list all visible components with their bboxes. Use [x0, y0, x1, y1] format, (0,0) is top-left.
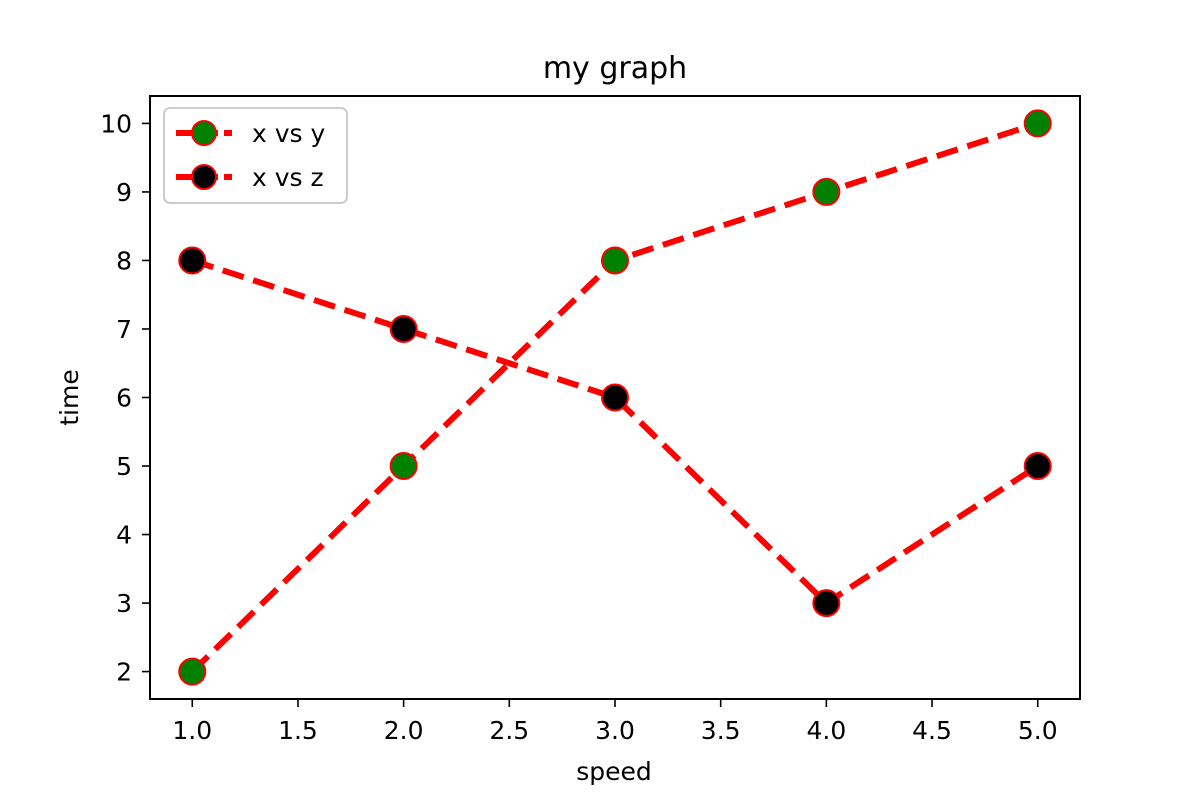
series-layer: [178, 109, 1052, 686]
y-tick-label: 10: [100, 109, 132, 138]
y-tick-label: 8: [116, 246, 132, 275]
series-2-point: [389, 314, 418, 343]
x-axis: 1.0 1.5 2.0 2.5 3.0 3.5 4.0 4.5 5.0: [172, 699, 1058, 745]
x-tick-label: 3.0: [595, 716, 635, 745]
legend-marker-2: [191, 164, 217, 190]
series-1-point: [601, 246, 629, 275]
series-2-point: [178, 246, 207, 275]
series-2-point: [812, 589, 841, 618]
series-1-point: [389, 452, 418, 481]
x-tick-label: 2.5: [489, 716, 529, 745]
series-line-2: [191, 257, 1040, 607]
legend-label-2: x vs z: [252, 163, 324, 192]
y-axis: 2 3 4 5 6 7 8 9 10: [100, 109, 150, 687]
chart-title: my graph: [543, 51, 687, 86]
x-tick-label: 4.0: [806, 716, 846, 745]
series-2-point: [1023, 452, 1052, 481]
y-tick-label: 4: [116, 521, 132, 550]
x-axis-label: speed: [576, 757, 652, 786]
y-tick-label: 2: [116, 658, 132, 687]
x-tick-label: 1.0: [172, 716, 212, 745]
legend-label-1: x vs y: [252, 119, 326, 148]
series-1-point: [178, 657, 207, 686]
x-tick-label: 3.5: [701, 716, 741, 745]
series-1-point: [1023, 109, 1052, 138]
legend-marker-1: [191, 120, 217, 146]
series-1-point: [812, 177, 841, 206]
y-tick-label: 5: [116, 452, 132, 481]
series-2-point: [601, 383, 629, 412]
legend: x vs y x vs z: [163, 107, 348, 204]
y-axis-label: time: [55, 369, 84, 425]
x-tick-label: 4.5: [912, 716, 952, 745]
x-tick-label: 5.0: [1018, 716, 1058, 745]
y-tick-label: 3: [116, 589, 132, 618]
y-tick-label: 9: [116, 178, 132, 207]
y-tick-label: 7: [116, 315, 132, 344]
x-tick-label: 2.0: [384, 716, 424, 745]
y-tick-label: 6: [116, 384, 132, 413]
x-tick-label: 1.5: [278, 716, 318, 745]
